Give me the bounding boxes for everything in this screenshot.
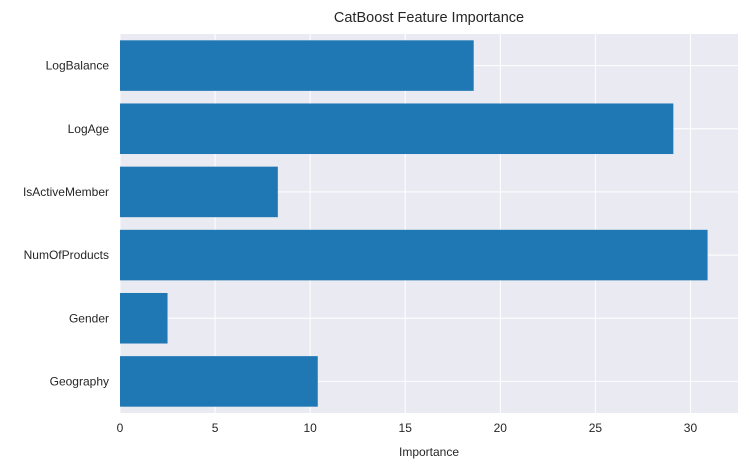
bar-isactivemember [120, 166, 278, 218]
x-tick-label: 0 [117, 421, 124, 435]
y-tick-label: LogAge [68, 122, 110, 136]
y-tick-label: Gender [69, 311, 109, 325]
y-tick-label: NumOfProducts [24, 248, 109, 262]
bar-logbalance [120, 40, 474, 91]
y-tick-label: IsActiveMember [23, 185, 109, 199]
x-axis-label: Importance [399, 445, 459, 459]
y-tick-labels: Geography Gender NumOfProducts IsActiveMemb… [23, 59, 109, 389]
x-tick-label: 20 [494, 421, 508, 435]
x-tick-label: 15 [399, 421, 413, 435]
y-tick-label: LogBalance [46, 59, 110, 73]
bar-series [120, 40, 708, 407]
bar-logage [120, 103, 674, 155]
y-tick-label: Geography [50, 374, 109, 388]
bar-geography [120, 356, 318, 407]
chart-title: CatBoost Feature Importance [334, 10, 524, 26]
x-gridlines [119, 34, 691, 413]
x-tick-labels: 0 5 10 15 20 25 30 [117, 421, 698, 435]
bar-numofproducts [120, 229, 708, 281]
plot-background [120, 34, 738, 413]
bar-gender [120, 292, 168, 344]
x-tick-label: 5 [212, 421, 219, 435]
x-tick-label: 10 [303, 421, 317, 435]
x-tick-label: 25 [589, 421, 603, 435]
x-tick-label: 30 [684, 421, 698, 435]
